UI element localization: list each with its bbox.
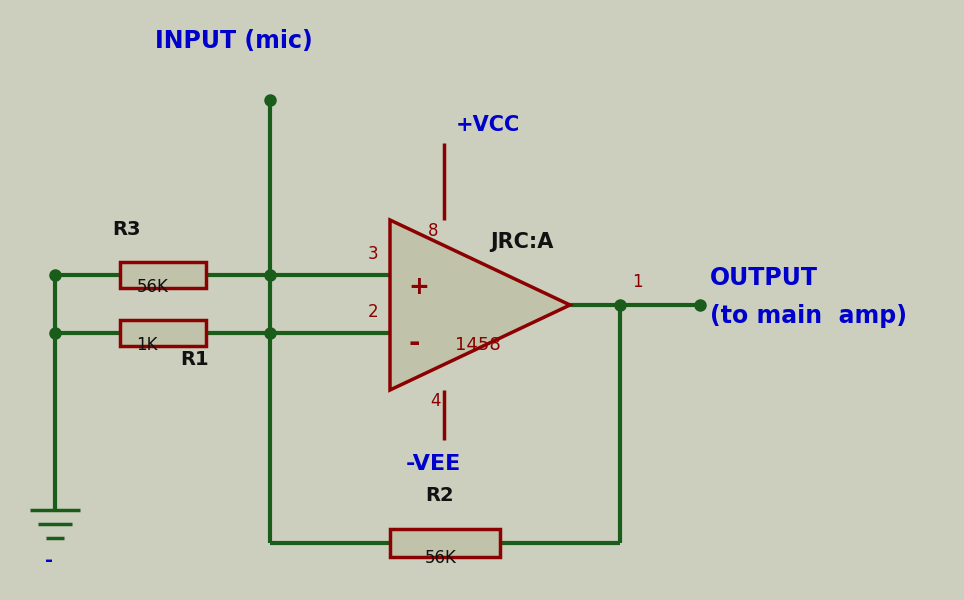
Text: +VCC: +VCC: [456, 115, 521, 135]
Text: 1: 1: [632, 273, 643, 291]
Polygon shape: [390, 220, 570, 390]
Text: 4: 4: [430, 392, 441, 410]
Text: JRC:A: JRC:A: [490, 232, 553, 252]
Bar: [120, 320, 205, 346]
Text: 1458: 1458: [455, 336, 500, 354]
Text: -: -: [45, 551, 53, 570]
Text: R3: R3: [113, 220, 141, 239]
Text: R1: R1: [180, 350, 209, 369]
Text: 2: 2: [368, 303, 379, 321]
Text: 1K: 1K: [137, 336, 158, 354]
Text: 56K: 56K: [425, 549, 457, 567]
Bar: [120, 262, 205, 288]
Text: 56K: 56K: [137, 278, 169, 296]
Text: -: -: [408, 329, 419, 358]
Text: INPUT (mic): INPUT (mic): [155, 29, 312, 53]
Text: 3: 3: [368, 245, 379, 263]
Bar: [390, 529, 500, 557]
Text: 8: 8: [428, 222, 439, 240]
Text: R2: R2: [425, 486, 454, 505]
Text: +: +: [408, 275, 429, 299]
Text: (to main  amp): (to main amp): [710, 304, 907, 328]
Text: -VEE: -VEE: [406, 454, 461, 474]
Text: OUTPUT: OUTPUT: [710, 266, 818, 290]
